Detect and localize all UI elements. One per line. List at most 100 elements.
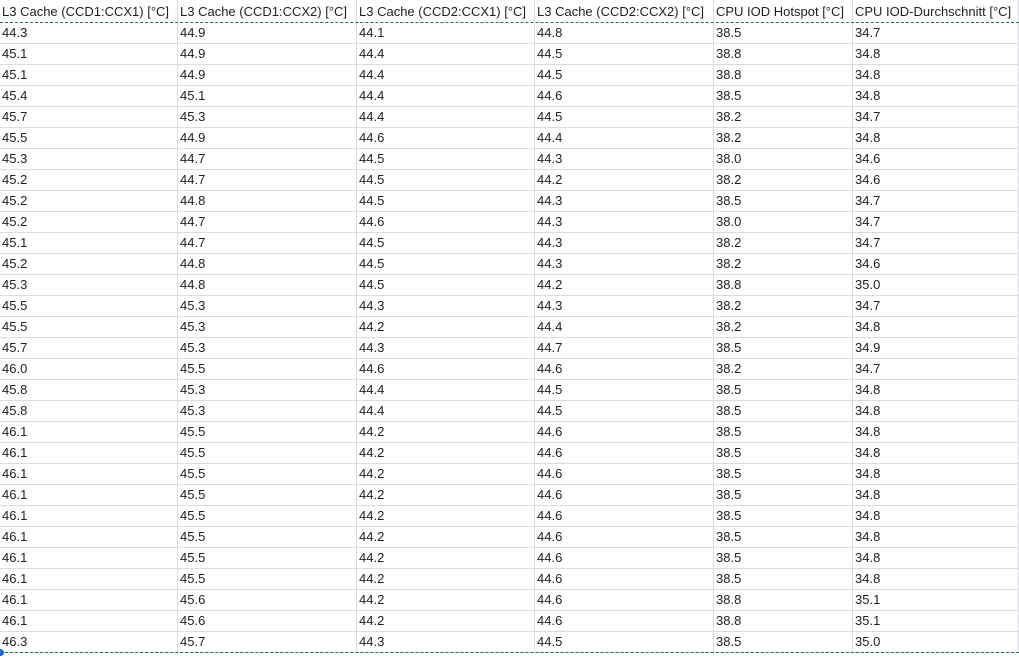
table-cell[interactable]: 44.3 <box>535 254 714 274</box>
table-cell[interactable]: 45.1 <box>0 44 178 64</box>
table-cell[interactable]: 34.8 <box>853 380 1019 400</box>
table-cell[interactable]: 45.5 <box>0 128 178 148</box>
table-cell[interactable]: 35.0 <box>853 632 1019 652</box>
table-cell[interactable]: 38.2 <box>714 128 853 148</box>
table-cell[interactable]: 44.3 <box>0 23 178 43</box>
table-cell[interactable]: 44.4 <box>357 401 535 421</box>
table-cell[interactable]: 38.2 <box>714 359 853 379</box>
table-cell[interactable]: 34.7 <box>853 23 1019 43</box>
table-cell[interactable]: 45.3 <box>178 338 357 358</box>
table-cell[interactable]: 38.5 <box>714 380 853 400</box>
table-cell[interactable]: 44.7 <box>178 170 357 190</box>
table-cell[interactable]: 46.3 <box>0 632 178 652</box>
table-cell[interactable]: 44.2 <box>357 443 535 463</box>
table-cell[interactable]: 44.2 <box>535 170 714 190</box>
table-cell[interactable]: 44.5 <box>535 380 714 400</box>
table-cell[interactable]: 45.2 <box>0 170 178 190</box>
table-cell[interactable]: 35.1 <box>853 590 1019 610</box>
table-cell[interactable]: 45.5 <box>178 443 357 463</box>
table-cell[interactable]: 44.2 <box>535 275 714 295</box>
table-cell[interactable]: 44.3 <box>535 233 714 253</box>
table-cell[interactable]: 44.2 <box>357 317 535 337</box>
table-cell[interactable]: 34.8 <box>853 422 1019 442</box>
table-cell[interactable]: 45.3 <box>178 401 357 421</box>
table-cell[interactable]: 34.9 <box>853 338 1019 358</box>
table-cell[interactable]: 44.9 <box>178 128 357 148</box>
table-cell[interactable]: 38.2 <box>714 170 853 190</box>
table-cell[interactable]: 38.2 <box>714 254 853 274</box>
table-cell[interactable]: 34.8 <box>853 506 1019 526</box>
table-cell[interactable]: 38.8 <box>714 590 853 610</box>
table-cell[interactable]: 38.5 <box>714 338 853 358</box>
table-cell[interactable]: 45.5 <box>178 359 357 379</box>
table-cell[interactable]: 44.3 <box>357 338 535 358</box>
table-cell[interactable]: 44.5 <box>357 170 535 190</box>
table-cell[interactable]: 44.2 <box>357 506 535 526</box>
table-cell[interactable]: 45.8 <box>0 380 178 400</box>
table-cell[interactable]: 44.5 <box>535 632 714 652</box>
table-cell[interactable]: 38.5 <box>714 632 853 652</box>
table-cell[interactable]: 44.3 <box>535 149 714 169</box>
table-cell[interactable]: 45.5 <box>178 464 357 484</box>
table-cell[interactable]: 44.6 <box>357 212 535 232</box>
table-cell[interactable]: 38.8 <box>714 44 853 64</box>
table-cell[interactable]: 38.5 <box>714 548 853 568</box>
table-cell[interactable]: 44.5 <box>357 233 535 253</box>
table-cell[interactable]: 34.8 <box>853 65 1019 85</box>
table-cell[interactable]: 35.1 <box>853 611 1019 631</box>
table-cell[interactable]: 44.2 <box>357 422 535 442</box>
table-cell[interactable]: 34.8 <box>853 128 1019 148</box>
table-cell[interactable]: 35.0 <box>853 275 1019 295</box>
table-cell[interactable]: 44.6 <box>357 359 535 379</box>
table-cell[interactable]: 38.0 <box>714 212 853 232</box>
table-cell[interactable]: 34.8 <box>853 86 1019 106</box>
fill-handle[interactable] <box>0 649 4 656</box>
table-cell[interactable]: 44.2 <box>357 485 535 505</box>
table-cell[interactable]: 38.5 <box>714 485 853 505</box>
table-cell[interactable]: 34.7 <box>853 212 1019 232</box>
table-cell[interactable]: 38.5 <box>714 464 853 484</box>
table-cell[interactable]: 44.4 <box>357 44 535 64</box>
table-cell[interactable]: 45.7 <box>178 632 357 652</box>
table-cell[interactable]: 34.8 <box>853 317 1019 337</box>
table-cell[interactable]: 38.0 <box>714 149 853 169</box>
table-cell[interactable]: 44.8 <box>178 275 357 295</box>
table-cell[interactable]: 44.7 <box>178 149 357 169</box>
table-cell[interactable]: 45.3 <box>178 296 357 316</box>
table-cell[interactable]: 46.1 <box>0 464 178 484</box>
table-cell[interactable]: 45.5 <box>178 569 357 589</box>
table-cell[interactable]: 34.7 <box>853 233 1019 253</box>
table-cell[interactable]: 44.5 <box>357 254 535 274</box>
table-cell[interactable]: 44.8 <box>535 23 714 43</box>
table-cell[interactable]: 34.8 <box>853 569 1019 589</box>
table-cell[interactable]: 44.7 <box>178 212 357 232</box>
table-cell[interactable]: 44.4 <box>535 317 714 337</box>
table-cell[interactable]: 44.6 <box>357 128 535 148</box>
table-cell[interactable]: 44.3 <box>535 191 714 211</box>
table-cell[interactable]: 38.5 <box>714 569 853 589</box>
table-cell[interactable]: 45.7 <box>0 338 178 358</box>
table-cell[interactable]: 44.4 <box>357 86 535 106</box>
column-header[interactable]: L3 Cache (CCD2:CCX1) [°C] <box>357 0 535 22</box>
table-cell[interactable]: 38.5 <box>714 527 853 547</box>
table-cell[interactable]: 44.8 <box>178 254 357 274</box>
table-cell[interactable]: 34.6 <box>853 170 1019 190</box>
table-cell[interactable]: 34.6 <box>853 149 1019 169</box>
table-cell[interactable]: 45.2 <box>0 254 178 274</box>
table-cell[interactable]: 44.9 <box>178 23 357 43</box>
table-cell[interactable]: 44.5 <box>535 401 714 421</box>
table-cell[interactable]: 44.9 <box>178 65 357 85</box>
table-cell[interactable]: 44.9 <box>178 44 357 64</box>
table-cell[interactable]: 44.5 <box>357 149 535 169</box>
table-cell[interactable]: 34.8 <box>853 443 1019 463</box>
table-cell[interactable]: 46.1 <box>0 527 178 547</box>
table-cell[interactable]: 45.5 <box>178 548 357 568</box>
table-cell[interactable]: 38.5 <box>714 422 853 442</box>
table-cell[interactable]: 45.1 <box>0 65 178 85</box>
table-cell[interactable]: 38.5 <box>714 401 853 421</box>
table-cell[interactable]: 38.8 <box>714 275 853 295</box>
table-cell[interactable]: 45.3 <box>178 380 357 400</box>
table-cell[interactable]: 44.2 <box>357 548 535 568</box>
table-cell[interactable]: 34.7 <box>853 191 1019 211</box>
table-cell[interactable]: 34.8 <box>853 485 1019 505</box>
